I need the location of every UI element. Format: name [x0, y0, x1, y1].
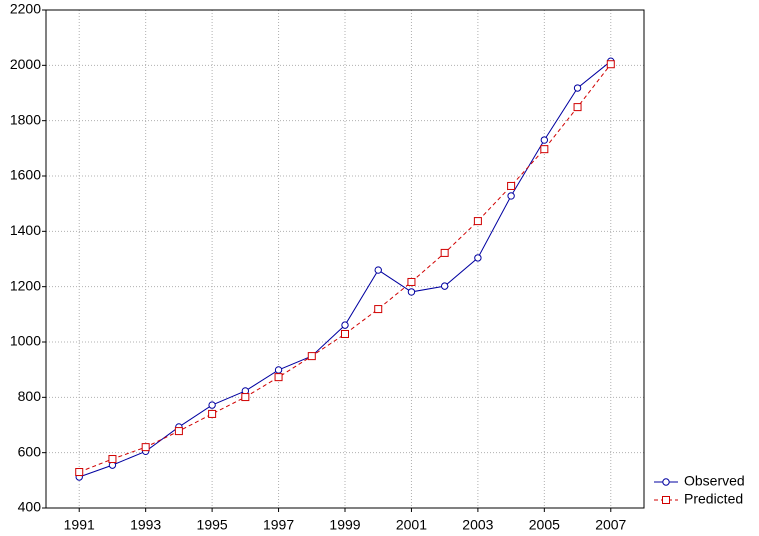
y-tick-label: 1200	[10, 277, 41, 293]
point	[573, 103, 582, 112]
y-tick-label: 2000	[10, 56, 41, 72]
point	[374, 305, 383, 314]
x-tick-label: 2001	[396, 517, 427, 533]
point	[507, 181, 516, 190]
point	[374, 266, 382, 274]
point	[75, 468, 84, 477]
point	[274, 366, 283, 374]
point	[474, 254, 482, 262]
legend-label: Observed	[684, 473, 745, 489]
point	[540, 145, 549, 154]
y-tick-label: 600	[18, 443, 42, 459]
series-line	[79, 60, 612, 478]
point	[307, 352, 316, 361]
point	[573, 84, 582, 92]
point	[407, 288, 416, 296]
point	[174, 427, 183, 436]
point	[473, 217, 482, 226]
y-tick-label: 1000	[10, 333, 41, 349]
y-tick-label: 1400	[10, 222, 41, 238]
point	[540, 136, 549, 144]
point	[208, 401, 216, 409]
point	[208, 409, 217, 418]
y-tick-label: 2200	[10, 1, 41, 17]
x-tick-label: 2003	[462, 517, 493, 533]
point	[606, 60, 615, 69]
legend-marker	[662, 478, 670, 486]
legend-label: Predicted	[684, 491, 743, 507]
x-tick-label: 1993	[130, 517, 161, 533]
y-tick-label: 400	[18, 499, 42, 515]
x-tick-label: 2005	[529, 517, 560, 533]
x-tick-label: 1991	[64, 517, 95, 533]
legend-marker	[662, 496, 670, 504]
point	[141, 443, 150, 452]
point	[341, 329, 349, 338]
y-tick-label: 800	[18, 388, 42, 404]
x-tick-label: 1995	[197, 517, 228, 533]
plot-frame	[45, 9, 645, 509]
point	[440, 248, 449, 257]
point	[341, 321, 349, 329]
series-line	[79, 63, 612, 473]
point	[507, 192, 515, 200]
y-tick-label: 1800	[10, 111, 41, 127]
y-tick-label: 1600	[10, 167, 41, 183]
x-tick-label: 1999	[329, 517, 360, 533]
x-tick-label: 2007	[595, 517, 626, 533]
point	[241, 393, 250, 402]
point	[108, 455, 117, 464]
x-tick-label: 1997	[263, 517, 294, 533]
point	[440, 282, 449, 290]
point	[407, 277, 416, 286]
point	[274, 373, 283, 382]
